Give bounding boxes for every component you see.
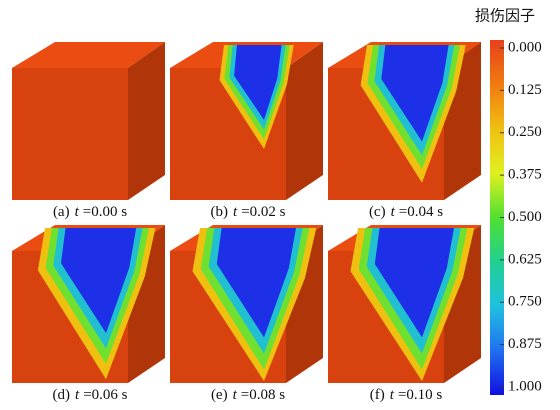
panel-caption: (b) t =0.02 s: [211, 204, 286, 220]
colorbar-tick-label: 0.125: [508, 82, 542, 98]
cube: [12, 225, 165, 383]
damage-zone: [381, 45, 449, 142]
damage-zone: [374, 228, 454, 338]
colorbar-tick-label: 0.500: [508, 209, 542, 225]
colorbar: [490, 40, 504, 395]
colorbar-tick-label: 0.875: [508, 336, 542, 352]
colorbar-tick-label: 0.000: [508, 39, 542, 55]
caption-value: =0.00 s: [83, 204, 127, 220]
caption-label: (b): [211, 204, 229, 220]
cube-top: [12, 42, 165, 68]
caption-value: =0.10 s: [398, 387, 442, 403]
cube: [170, 225, 323, 383]
damage-zone: [216, 228, 296, 338]
damage-zone: [234, 45, 282, 120]
cube: [328, 225, 481, 383]
caption-value: =0.06 s: [83, 387, 127, 403]
damage-zone: [60, 228, 137, 334]
caption-var: t: [75, 387, 80, 403]
panel-caption: (a) t =0.00 s: [53, 204, 127, 220]
caption-label: (d): [53, 387, 71, 403]
cube: [328, 42, 481, 200]
cube: [170, 42, 323, 200]
caption-label: (e): [211, 387, 228, 403]
caption-var: t: [391, 204, 396, 220]
caption-var: t: [75, 204, 80, 220]
caption-label: (c): [369, 204, 386, 220]
cube-side: [286, 42, 323, 200]
caption-value: =0.02 s: [241, 204, 285, 220]
panel-caption: (d) t =0.06 s: [53, 387, 128, 403]
caption-var: t: [390, 387, 395, 403]
cube-front: [12, 68, 128, 200]
colorbar-tick-label: 0.625: [508, 251, 542, 267]
cube: [12, 42, 165, 200]
caption-value: =0.08 s: [241, 387, 285, 403]
caption-label: (a): [53, 204, 70, 220]
caption-label: (f): [370, 387, 385, 403]
colorbar-tick-label: 0.750: [508, 294, 542, 310]
panel-caption: (c) t =0.04 s: [369, 204, 443, 220]
colorbar-tick-label: 1.000: [508, 378, 542, 394]
caption-value: =0.04 s: [399, 204, 443, 220]
cube-side: [128, 42, 165, 200]
colorbar-tick-label: 0.375: [508, 167, 542, 183]
colorbar-tick-label: 0.250: [508, 124, 542, 140]
caption-var: t: [233, 387, 238, 403]
panel-caption: (e) t =0.08 s: [211, 387, 285, 403]
colorbar-title: 损伤因子: [475, 7, 535, 25]
panel-caption: (f) t =0.10 s: [370, 387, 443, 403]
caption-var: t: [233, 204, 238, 220]
